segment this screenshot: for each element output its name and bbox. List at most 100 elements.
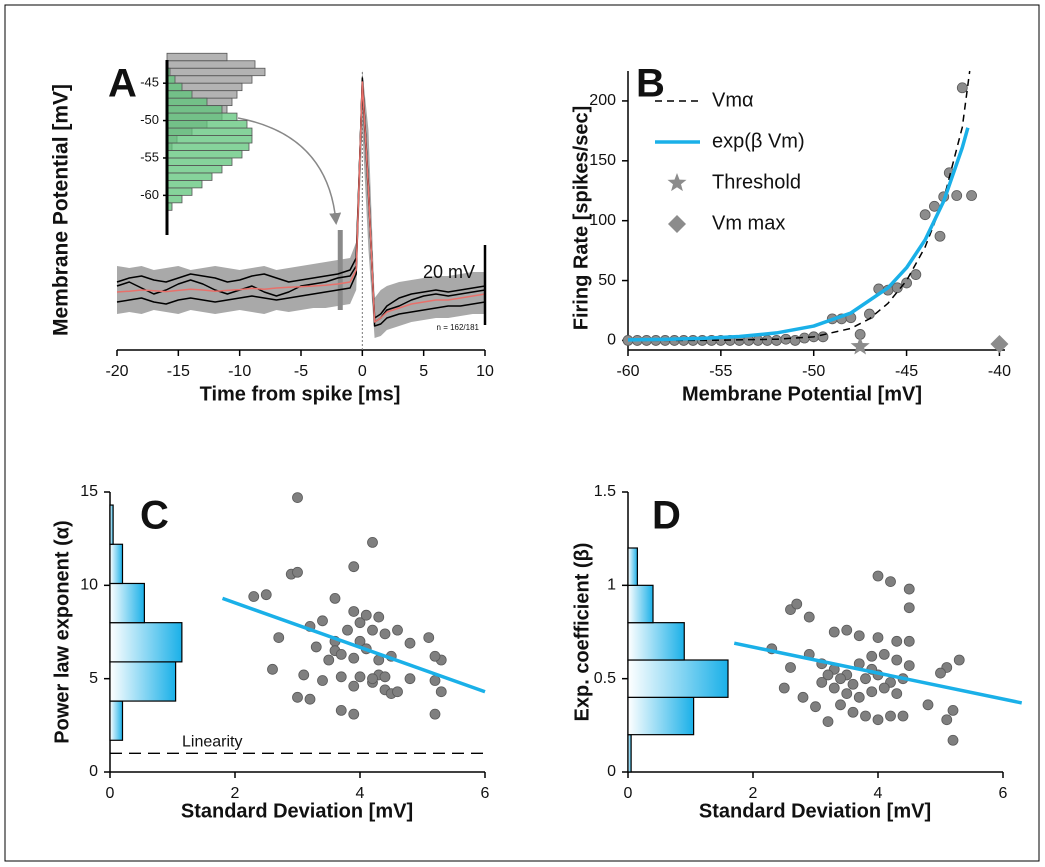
data-point [966,190,977,201]
data-point [901,277,912,289]
data-point [864,308,875,320]
x-tick-label: -20 [105,363,128,380]
data-point [392,686,403,698]
inset-tick-label: -60 [140,187,159,202]
data-point [847,678,859,690]
sample-count: n = 162/181 [437,323,480,332]
hist-bar [109,622,183,663]
inset-hist-bar [166,150,243,159]
data-point [317,675,328,686]
inset-hist-bar [166,127,253,136]
inset-hist-bar [166,90,193,99]
data-point [354,671,366,683]
inset-hist-bar [166,97,208,107]
trace [116,79,486,323]
trace-envelope [117,70,485,338]
x-tick-label: 2 [231,785,240,802]
data-point [423,632,435,643]
y-tick-label: 0 [89,763,98,780]
x-tick-label: 0 [106,785,115,802]
data-point [922,699,934,711]
inset-arrow [237,117,342,225]
legend-label: Vmα [712,89,754,111]
data-point [304,693,316,705]
data-point [329,593,341,604]
data-point [885,710,896,722]
data-point [941,714,953,726]
x-tick-label: -45 [895,363,918,380]
data-point [853,630,865,642]
x-tick-label: -15 [167,363,190,380]
data-point [947,705,959,716]
x-tick-label: -60 [616,363,639,380]
x-tick-label: -10 [228,363,251,380]
data-point [342,624,353,636]
data-point [761,335,773,346]
data-point [903,660,915,671]
data-point [367,537,378,548]
data-point [935,667,946,679]
inset-hist-bar [166,82,183,92]
legend-label: Threshold [712,171,801,193]
inset-tick-label: -55 [140,149,159,164]
data-point [919,209,931,221]
data-point [835,699,846,711]
data-point [866,686,878,698]
data-point [934,230,946,242]
inset-hist-bar [166,112,238,121]
data-point [298,669,310,681]
data-point [771,335,782,346]
inset-hist-bar [166,67,266,77]
y-axis-label: Firing Rate [spikes/sec] [570,106,592,331]
data-point [872,714,884,726]
data-point [373,611,385,623]
inset-hist-bar [166,180,203,189]
y-tick-label: 0.5 [594,670,616,687]
hist-bar [627,584,654,624]
data-point [903,635,915,647]
x-tick-label: 4 [874,785,883,802]
y-tick-label: 10 [80,577,98,594]
y-tick-label: 5 [89,670,98,687]
x-tick-label: 6 [481,785,490,802]
hist-bar [109,582,145,624]
data-point [872,570,884,582]
fit-line [627,127,970,342]
data-point [822,669,834,681]
data-point [816,677,828,688]
data-point [323,654,335,666]
data-point [273,632,285,643]
data-point [951,190,963,201]
panel-letter: B [636,62,665,106]
x-tick-label: 4 [356,785,365,802]
inset-hist-bar [166,120,248,129]
vmax-marker [990,335,1009,354]
data-point [248,591,260,602]
y-tick-label: 15 [80,483,98,500]
x-tick-label: 10 [476,363,494,380]
fit-line [628,70,971,342]
trace [116,85,486,319]
hist-bar [627,696,695,736]
trace [116,77,486,327]
y-tick-label: 200 [589,92,616,109]
data-point [367,673,378,685]
x-axis-label: Time from spike [ms] [200,383,401,405]
hist-bar [627,547,638,586]
data-point [778,682,790,694]
inset-hist-bar [166,172,213,181]
data-point [429,708,441,720]
x-tick-label: -5 [294,363,308,380]
data-point [348,680,360,692]
data-point [835,673,846,685]
data-point [897,710,909,722]
fit-line [733,641,1023,705]
figure-frame [4,4,1040,862]
threshold-marker [850,336,870,355]
data-point [267,663,278,675]
scale-bar-label: 20 mV [423,262,475,282]
data-point [878,649,890,660]
data-point [841,624,853,636]
data-point [791,598,803,610]
